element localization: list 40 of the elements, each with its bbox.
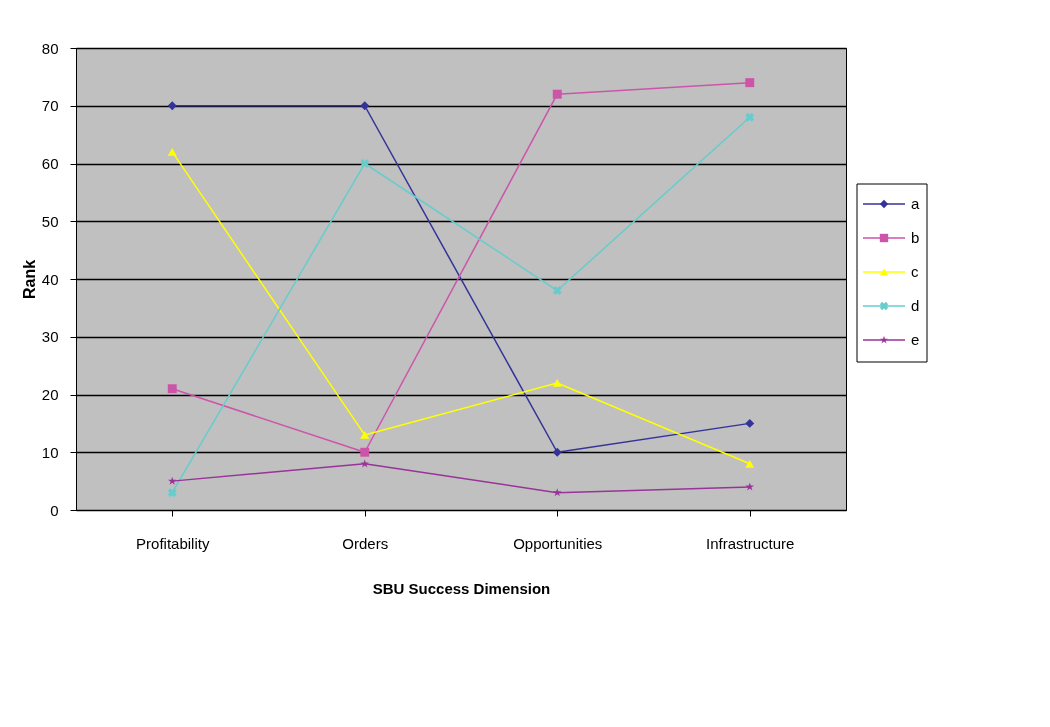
x-tick-label: Infrastructure	[706, 534, 795, 552]
x-axis-title: SBU Success Dimension	[372, 579, 551, 597]
y-tick-label: 80	[41, 39, 59, 57]
point	[745, 459, 755, 468]
y-tick-label: 70	[41, 97, 59, 115]
y-tick-label: 30	[41, 328, 59, 346]
point	[552, 286, 562, 295]
point	[552, 447, 562, 457]
point	[552, 379, 562, 387]
y-tick-label: 10	[41, 443, 59, 461]
point	[745, 482, 754, 491]
legend-label: e	[911, 331, 920, 348]
y-tick-label: 0	[50, 501, 59, 519]
point	[167, 101, 177, 111]
legend-label: c	[911, 263, 919, 280]
y-tick-label: 50	[41, 212, 59, 230]
point	[360, 101, 370, 111]
point	[168, 476, 177, 485]
point	[360, 447, 370, 457]
legend-label: b	[911, 229, 920, 246]
point	[167, 384, 177, 394]
legend-label: a	[911, 195, 920, 212]
point	[552, 89, 562, 99]
point	[360, 459, 369, 468]
legend-label: d	[911, 297, 920, 314]
point	[360, 431, 370, 439]
point	[167, 148, 177, 156]
y-tick-label: 20	[41, 386, 59, 403]
x-tick-label: Opportunities	[513, 534, 603, 552]
point	[360, 159, 370, 168]
point	[745, 78, 755, 88]
x-tick-label: Orders	[342, 534, 389, 552]
point	[745, 112, 755, 122]
point	[167, 488, 177, 498]
y-tick-label: 40	[41, 270, 59, 288]
y-axis-title: Rank	[20, 259, 38, 300]
point	[745, 418, 755, 428]
x-tick-label: Profitability	[136, 534, 210, 552]
point	[553, 488, 562, 497]
y-tick-label: 60	[41, 155, 59, 172]
